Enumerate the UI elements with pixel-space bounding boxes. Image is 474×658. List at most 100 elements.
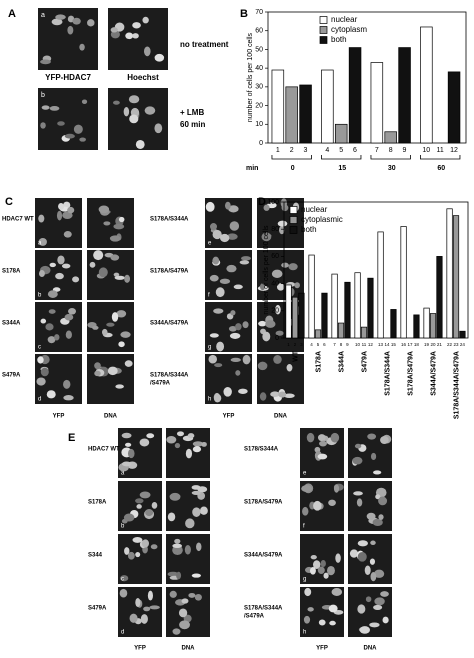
cell bbox=[294, 282, 300, 289]
cell bbox=[372, 518, 383, 527]
cell bbox=[167, 571, 179, 577]
image-letter: f bbox=[208, 293, 210, 299]
condition-label: no treatment bbox=[180, 40, 229, 49]
micrograph bbox=[348, 534, 392, 584]
micrograph bbox=[348, 481, 392, 531]
cell bbox=[106, 322, 115, 327]
cell bbox=[330, 432, 340, 443]
cell bbox=[229, 332, 241, 339]
cell bbox=[142, 16, 149, 24]
bar bbox=[285, 284, 292, 339]
legend-label: cytoplasm bbox=[331, 25, 367, 34]
cell bbox=[367, 433, 377, 440]
cell bbox=[79, 43, 85, 51]
bar bbox=[367, 277, 374, 339]
cell bbox=[226, 264, 237, 273]
bar bbox=[400, 226, 407, 339]
cell bbox=[307, 607, 314, 612]
cell bbox=[101, 328, 108, 336]
cell bbox=[56, 210, 63, 221]
cell bbox=[62, 211, 73, 220]
panel-letter: B bbox=[240, 8, 248, 20]
cell bbox=[276, 283, 285, 291]
cell bbox=[370, 452, 377, 461]
bar-number: 14 bbox=[384, 342, 390, 347]
cell bbox=[154, 123, 163, 134]
column-label: Hoechst bbox=[127, 73, 159, 82]
cell bbox=[121, 432, 132, 439]
bar-number: 4 bbox=[310, 342, 313, 347]
cell bbox=[129, 613, 138, 623]
y-axis-label: number of cells per 100 cells bbox=[247, 32, 254, 122]
y-tick-label: 40 bbox=[255, 65, 263, 72]
cell bbox=[313, 500, 322, 511]
bar bbox=[298, 292, 305, 339]
y-tick-label: 60 bbox=[271, 253, 279, 260]
cell bbox=[110, 30, 120, 39]
cell bbox=[320, 559, 326, 567]
bar-number: 5 bbox=[317, 342, 320, 347]
cell bbox=[139, 491, 151, 499]
cell bbox=[176, 571, 182, 580]
cell bbox=[380, 591, 389, 597]
cell bbox=[378, 496, 388, 506]
column-label: YFP bbox=[134, 646, 146, 652]
y-tick-label: 30 bbox=[255, 84, 263, 91]
cell bbox=[172, 543, 183, 549]
bar-number: 5 bbox=[339, 147, 343, 154]
bar-number: 3 bbox=[300, 342, 303, 347]
bar-number: 22 bbox=[447, 342, 453, 347]
cell bbox=[275, 330, 284, 336]
cell bbox=[331, 588, 343, 596]
row-label: S178A/S344A bbox=[244, 606, 283, 612]
column-label: DNA bbox=[182, 646, 196, 652]
cell bbox=[125, 442, 132, 447]
cell bbox=[219, 278, 231, 284]
bar bbox=[321, 292, 328, 339]
row-label: /S479A bbox=[244, 614, 265, 620]
y-tick-label: 10 bbox=[255, 121, 263, 128]
cell bbox=[301, 485, 312, 493]
cell bbox=[226, 233, 238, 240]
x-tick-label: 0 bbox=[291, 165, 295, 172]
cell bbox=[72, 276, 80, 283]
cell bbox=[373, 470, 382, 475]
bar-number: 23 bbox=[453, 342, 459, 347]
group-bracket bbox=[271, 155, 312, 160]
bar-number: 24 bbox=[460, 342, 466, 347]
bar bbox=[360, 326, 368, 339]
image-letter: h bbox=[303, 630, 306, 636]
cell bbox=[36, 377, 46, 386]
cell bbox=[169, 492, 181, 501]
plot-frame bbox=[283, 201, 469, 339]
cell bbox=[270, 391, 280, 397]
bar bbox=[459, 330, 466, 339]
bar-number: 7 bbox=[375, 147, 379, 154]
image-letter: f bbox=[303, 524, 305, 530]
cell bbox=[258, 320, 267, 327]
y-tick-label: 100 bbox=[267, 199, 279, 206]
cell bbox=[259, 392, 267, 401]
cell bbox=[110, 254, 120, 261]
cell bbox=[317, 453, 328, 460]
cell bbox=[241, 256, 251, 261]
cell bbox=[114, 275, 126, 280]
cell bbox=[380, 436, 389, 444]
cell bbox=[201, 441, 207, 447]
cell bbox=[192, 446, 202, 453]
bar-number: 17 bbox=[407, 342, 413, 347]
cell bbox=[373, 604, 383, 610]
row-label: S344 bbox=[88, 553, 103, 559]
cell bbox=[214, 393, 222, 403]
bar bbox=[377, 231, 384, 339]
image-letter: d bbox=[121, 630, 124, 636]
x-tick-label: S479A bbox=[361, 351, 368, 372]
cell bbox=[304, 587, 312, 597]
cell bbox=[374, 597, 385, 606]
bar bbox=[308, 254, 315, 339]
cell bbox=[319, 440, 327, 447]
cell bbox=[143, 606, 151, 612]
image-letter: b bbox=[121, 524, 125, 530]
cell bbox=[187, 433, 195, 439]
